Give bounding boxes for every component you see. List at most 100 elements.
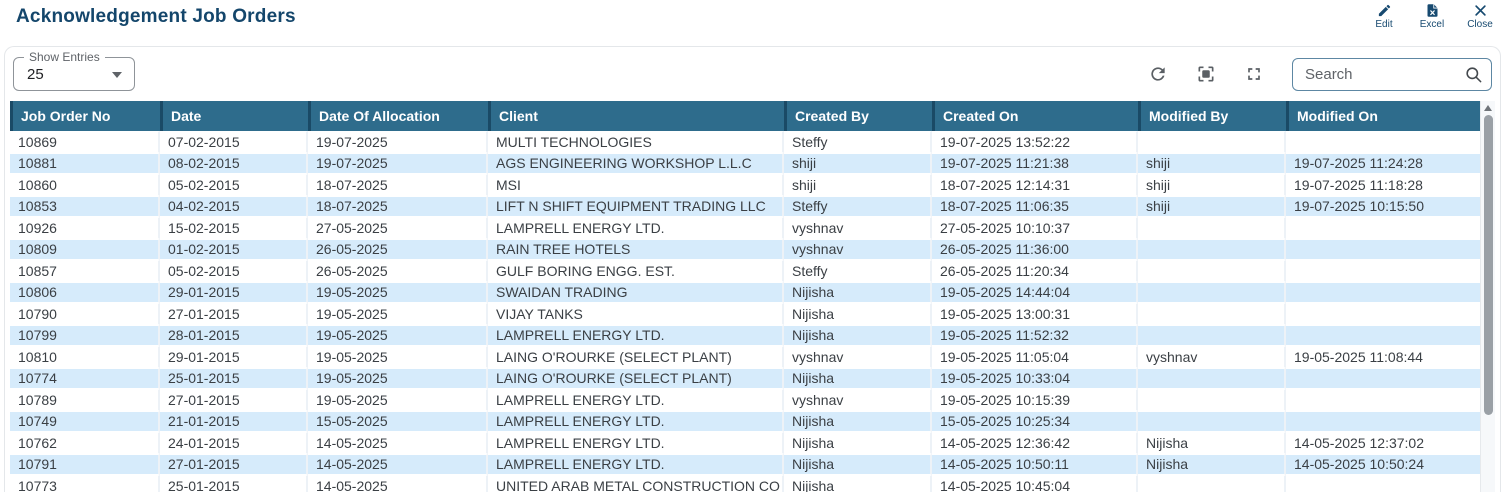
- table-row[interactable]: 10790 27-01-2015 19-05-2025 VIJAY TANKS Niji…: [10, 303, 1484, 325]
- fit-to-screen-button[interactable]: [1196, 64, 1216, 84]
- fullscreen-icon: [1248, 68, 1260, 80]
- table-cell: Nijisha: [1138, 453, 1286, 475]
- scroll-up-arrow-icon[interactable]: [1484, 105, 1492, 111]
- table-cell: LIFT N SHIFT EQUIPMENT TRADING LLC: [488, 195, 784, 217]
- search-input[interactable]: [1292, 57, 1492, 91]
- table-cell: 15-05-2025 10:25:34: [932, 410, 1138, 432]
- table-cell: 19-05-2025: [308, 367, 488, 389]
- column-header-modified-by[interactable]: Modified By: [1138, 101, 1286, 131]
- column-header-job-order-no[interactable]: Job Order No: [10, 101, 160, 131]
- edit-button[interactable]: Edit: [1365, 3, 1403, 30]
- table-cell: vyshnav: [784, 346, 932, 368]
- page-title: Acknowledgement Job Orders: [16, 6, 296, 27]
- table-row[interactable]: 10926 15-02-2015 27-05-2025 LAMPRELL ENERGY…: [10, 217, 1484, 239]
- excel-export-button[interactable]: Excel: [1413, 3, 1451, 30]
- table-cell: 19-05-2025 11:52:32: [932, 324, 1138, 346]
- table-cell: [1138, 324, 1286, 346]
- edit-pencil-icon: [1377, 3, 1392, 18]
- table-cell: 27-01-2015: [160, 303, 308, 325]
- table-cell: 24-01-2015: [160, 432, 308, 454]
- table-cell: 19-07-2025 11:24:28: [1286, 152, 1484, 174]
- table-cell: Nijisha: [1138, 432, 1286, 454]
- table-row[interactable]: 10881 08-02-2015 19-07-2025 AGS ENGINEERING…: [10, 152, 1484, 174]
- table-cell: 29-01-2015: [160, 346, 308, 368]
- refresh-icon: [1151, 67, 1165, 81]
- fullscreen-button[interactable]: [1244, 64, 1264, 84]
- table-cell: vyshnav: [784, 389, 932, 411]
- table-cell: 19-07-2025 11:21:38: [932, 152, 1138, 174]
- table-cell: AGS ENGINEERING WORKSHOP L.L.C: [488, 152, 784, 174]
- column-header-created-by[interactable]: Created By: [784, 101, 932, 131]
- table-cell: [1286, 324, 1484, 346]
- table-cell: [1138, 389, 1286, 411]
- table-row[interactable]: 10789 27-01-2015 19-05-2025 LAMPRELL ENERGY…: [10, 389, 1484, 411]
- table-cell: 29-01-2015: [160, 281, 308, 303]
- refresh-button[interactable]: [1148, 64, 1168, 84]
- table-cell: 19-05-2025: [308, 281, 488, 303]
- table-cell: 08-02-2015: [160, 152, 308, 174]
- column-header-created-on[interactable]: Created On: [932, 101, 1138, 131]
- column-header-date[interactable]: Date: [160, 101, 308, 131]
- table-cell: [1286, 238, 1484, 260]
- table-cell: [1286, 475, 1484, 492]
- table-cell: 19-05-2025 13:00:31: [932, 303, 1138, 325]
- scrollbar-thumb[interactable]: [1484, 115, 1493, 415]
- table-cell: [1138, 410, 1286, 432]
- show-entries-label: Show Entries: [24, 50, 105, 64]
- table-cell: 14-05-2025 10:45:04: [932, 475, 1138, 492]
- table-body: 10869 07-02-2015 19-07-2025 MULTI TECHNOLOG…: [10, 131, 1484, 492]
- table-cell: 19-05-2025 10:33:04: [932, 367, 1138, 389]
- table-cell: 19-05-2025 11:08:44: [1286, 346, 1484, 368]
- table-cell: 19-05-2025: [308, 303, 488, 325]
- table-cell: Nijisha: [784, 281, 932, 303]
- table-cell: 27-05-2025: [308, 217, 488, 239]
- table-cell: SWAIDAN TRADING: [488, 281, 784, 303]
- close-button-label: Close: [1467, 19, 1493, 30]
- table-cell: [1138, 260, 1286, 282]
- close-button[interactable]: Close: [1461, 3, 1499, 30]
- column-header-date-of-allocation[interactable]: Date Of Allocation: [308, 101, 488, 131]
- table-cell: 26-05-2025 11:36:00: [932, 238, 1138, 260]
- table-row[interactable]: 10853 04-02-2015 18-07-2025 LIFT N SHIFT EQ…: [10, 195, 1484, 217]
- table-cell: shiji: [784, 174, 932, 196]
- table-cell: 10773: [10, 475, 160, 492]
- header-actions: Edit Excel Close: [1365, 3, 1499, 30]
- table-cell: shiji: [1138, 152, 1286, 174]
- table-row[interactable]: 10774 25-01-2015 19-05-2025 LAING O'ROURKE …: [10, 367, 1484, 389]
- table-cell: Nijisha: [784, 324, 932, 346]
- table-cell: 10926: [10, 217, 160, 239]
- table-cell: Nijisha: [784, 410, 932, 432]
- excel-button-label: Excel: [1419, 19, 1445, 30]
- table-toolbar: [1148, 55, 1492, 93]
- table-cell: 19-05-2025 11:05:04: [932, 346, 1138, 368]
- table-cell: 10869: [10, 131, 160, 153]
- table-cell: 10749: [10, 410, 160, 432]
- table-cell: 19-05-2025: [308, 346, 488, 368]
- column-header-client[interactable]: Client: [488, 101, 784, 131]
- table-row[interactable]: 10860 05-02-2015 18-07-2025 MSI shiji 18-07-2…: [10, 174, 1484, 196]
- table-row[interactable]: 10810 29-01-2015 19-05-2025 LAING O'ROURKE …: [10, 346, 1484, 368]
- table-cell: Nijisha: [784, 303, 932, 325]
- table-cell: [1286, 217, 1484, 239]
- table-row[interactable]: 10799 28-01-2015 19-05-2025 LAMPRELL ENERGY…: [10, 324, 1484, 346]
- table-cell: MSI: [488, 174, 784, 196]
- table-row[interactable]: 10857 05-02-2015 26-05-2025 GULF BORING ENG…: [10, 260, 1484, 282]
- table-row[interactable]: 10762 24-01-2015 14-05-2025 LAMPRELL ENERGY…: [10, 432, 1484, 454]
- table-cell: 25-01-2015: [160, 475, 308, 492]
- table-cell: shiji: [1138, 195, 1286, 217]
- table-cell: UNITED ARAB METAL CONSTRUCTION CO: [488, 475, 784, 492]
- table-row[interactable]: 10806 29-01-2015 19-05-2025 SWAIDAN TRADING…: [10, 281, 1484, 303]
- show-entries-select[interactable]: Show Entries 25: [13, 50, 135, 91]
- table-row-partial[interactable]: 10773 25-01-2015 14-05-2025 UNITED ARAB MET…: [10, 475, 1484, 492]
- table-cell: [1286, 389, 1484, 411]
- column-header-modified-on[interactable]: Modified On: [1286, 101, 1484, 131]
- table-row[interactable]: 10809 01-02-2015 26-05-2025 RAIN TREE HOTEL…: [10, 238, 1484, 260]
- table-cell: 21-01-2015: [160, 410, 308, 432]
- table-cell: shiji: [784, 152, 932, 174]
- vertical-scrollbar[interactable]: [1480, 101, 1495, 492]
- table-row[interactable]: 10869 07-02-2015 19-07-2025 MULTI TECHNOLOG…: [10, 131, 1484, 153]
- table-row[interactable]: 10749 21-01-2015 15-05-2025 LAMPRELL ENERGY…: [10, 410, 1484, 432]
- table-cell: 14-05-2025 12:37:02: [1286, 432, 1484, 454]
- table-cell: 07-02-2015: [160, 131, 308, 153]
- table-row[interactable]: 10791 27-01-2015 14-05-2025 LAMPRELL ENERGY…: [10, 453, 1484, 475]
